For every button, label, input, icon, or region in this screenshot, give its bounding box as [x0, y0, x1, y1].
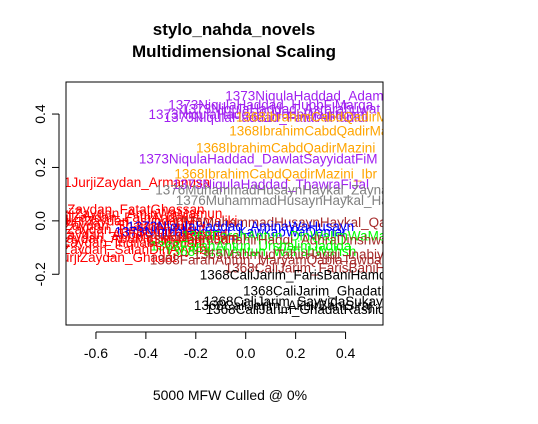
y-tick-label: -0.2 [32, 262, 48, 286]
point-label: 1373NiqulaHaddad_ThawraFiJal [172, 177, 369, 192]
point-label: 1368CaliJarim_AkhirBaniSiraj [194, 298, 373, 313]
point-label: 1368FarahAntun_MaryamQablaTawba [150, 253, 382, 268]
x-tick-label: -0.4 [134, 345, 158, 361]
y-tick-label: 0.4 [32, 104, 48, 124]
point-label: 1331JurjiZaydan_AbuMuslimKhurasani [3, 231, 238, 246]
point-label: 1331JurjiZaydan_InqilabUthmani [7, 235, 204, 250]
point-label: 1376MuhammadHusaynHaykal_Zaynab [155, 182, 396, 197]
point-label: 1376MuhammadHusaynHaykal_Qadim [173, 215, 409, 230]
plot-frame [65, 81, 384, 326]
point-label: 1368CaliJarim_GhadatRashid [206, 302, 386, 317]
point-label: 1331JurjiZaydan_ShajaratDurr [9, 218, 193, 233]
point-label: 1331JurjiZaydan_AbbasaUkhtRashid [4, 227, 227, 242]
point-label: 1331JurjiZaydan_IstibdadMamaliki [29, 213, 237, 228]
x-tick-label: -0.2 [184, 345, 208, 361]
chart-title: stylo_nahda_novels [153, 20, 316, 39]
point-label: 1368FarahAntun_DinWaIlmWaMal [182, 229, 390, 244]
x-tick-label: 0.2 [286, 345, 306, 361]
point-label: 1365MahmudTahirHaqqi_AdhraDinshway [146, 233, 395, 248]
x-tick-label: 0.4 [336, 345, 356, 361]
y-tick-label: 0.0 [32, 211, 48, 231]
x-axis: -0.6 -0.4 -0.2 0.0 0.2 0.4 [84, 331, 356, 361]
point-label: 1368CaliJarim_FarisBaniHamdan [200, 267, 402, 282]
point-label: 1331JurjiZaydan_Ghadat [25, 250, 177, 265]
y-axis: -0.2 0.0 0.2 0.4 [32, 104, 60, 286]
y-tick-label: 0.2 [32, 158, 48, 178]
point-label: 1368CaliJarim_SayyidaSukayna [203, 294, 398, 309]
point-label: 1373NiqulaHaddad_KawkabWaQamar [115, 225, 348, 240]
point-label: 1368IbrahimCabdQadirMazini_Ibr [229, 124, 432, 139]
point-label: 1368IbrahimCabdQadirMazini_Ibr [174, 166, 377, 181]
point-label: 1331JurjiZaydan_FathAndalus [17, 210, 200, 225]
point-label: 1331JurjiZaydan_HajjajIbnYusuf [12, 222, 206, 237]
x-tick-label: 0.0 [236, 345, 256, 361]
point-label: 1368IbrahimCabdQadirMazini [236, 110, 415, 125]
point-label: 1368IbrahimCabdQadirMazini [196, 140, 375, 155]
point-label: 1373NiqulaHaddad_AdamJadid [225, 88, 416, 103]
point-label: 1331JurjiZaydan_FatatGhassan [12, 202, 204, 217]
point-label: 1373NiqulaHaddad_FatatAlHadidi [164, 110, 368, 125]
point-label: 1331JurjiZaydan_SalahDinAyyubi [7, 242, 209, 257]
point-label: 1365MahmudTahirHaqqi_Inabiyya [193, 247, 398, 262]
data-points: 1373NiqulaHaddad_AdamJadid1373NiqulaHadd… [3, 88, 432, 317]
point-label: 1368CaliJarim_GhadatRashid [243, 283, 423, 298]
chart-subtitle: Multidimensional Scaling [132, 42, 336, 61]
point-label: 1331JurjiZaydan_AminWaMamun [19, 206, 222, 221]
point-label: 1373NiqulaHaddad_HubbWaIntiqam [148, 107, 367, 122]
x-axis-label: 5000 MFW Culled @ 0% [153, 387, 307, 403]
point-label: 1376MuhammadHusaynHaykal_Hak [176, 193, 396, 208]
point-label: 1331JurjiZaydan_Armanusa [41, 175, 210, 190]
point-label: 1373NiqulaHaddad_Asrarahuwat [181, 102, 380, 117]
point-label: 1373NiqulaHaddad_DawlatSayyidatFiM [139, 152, 378, 167]
point-label: 1368CaliJarim_FarisBaniHamdan [225, 261, 427, 276]
point-label: 1368FarahAntun_UrshalimJadida [150, 238, 352, 253]
point-label: 1373NiqulaHaddad_HubbFiMarqa [168, 98, 373, 113]
point-label: 1368FarahAntun_WahshWahsh [165, 244, 356, 259]
x-tick-label: -0.6 [84, 345, 108, 361]
point-label: 1373NiqulaHaddad_AminaWaHusayn [127, 219, 354, 234]
